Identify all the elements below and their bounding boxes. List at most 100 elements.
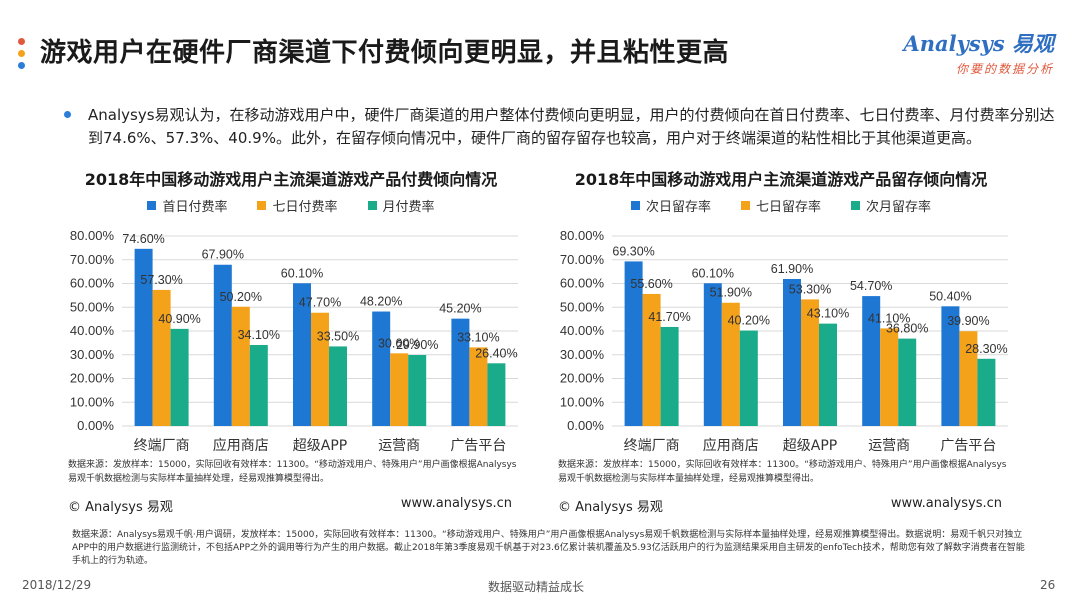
y-tick-label: 0.00% <box>77 418 114 433</box>
website-text: www.analysys.cn <box>400 496 512 511</box>
bar <box>801 299 819 426</box>
data-label: 40.90% <box>158 312 200 326</box>
legend-swatch <box>630 200 640 210</box>
x-category-label: 广告平台 <box>940 438 996 454</box>
retention-bar-chart: 0.00% 10.00% 20.00% 30.00% 40.00% 50.00% 60.00… <box>560 228 1008 454</box>
bar <box>941 306 960 426</box>
data-label: 60.10% <box>281 266 323 280</box>
copyright-text: © Analysys 易观 <box>558 500 663 515</box>
x-category-label: 运营商 <box>378 438 420 454</box>
data-label: 39.90% <box>947 314 989 328</box>
bar <box>469 347 488 426</box>
y-tick-label: 70.00% <box>70 252 115 267</box>
data-label: 55.60% <box>630 277 672 291</box>
legend-label: 七日留存率 <box>755 199 821 215</box>
data-label: 26.40% <box>475 346 517 360</box>
data-label: 45.20% <box>439 302 481 316</box>
data-label: 48.20% <box>360 295 402 309</box>
logo-slogan: 你要的数据分析 <box>955 62 1054 76</box>
chart-title: 2018年中国移动游戏用户主流渠道游戏产品付费倾向情况 <box>84 170 498 189</box>
data-label: 28.30% <box>965 342 1007 356</box>
x-category-label: 应用商店 <box>703 437 759 454</box>
title-dot-blue <box>18 62 25 69</box>
data-label: 50.40% <box>929 289 971 303</box>
legend-item: 月付费率 <box>367 196 435 215</box>
summary-text-block: Analysys易观认为，在移动游戏用户中，硬件厂商渠道的用户整体付费倾向更明显… <box>66 104 1066 150</box>
title-dot-orange <box>18 50 25 57</box>
bar <box>311 312 329 426</box>
x-category-label: 终端厂商 <box>624 438 680 454</box>
data-label: 30.60% <box>378 336 420 350</box>
legend-swatch <box>740 200 750 210</box>
y-tick-label: 10.00% <box>70 394 115 409</box>
data-label: 57.30% <box>140 273 182 287</box>
data-label: 34.10% <box>238 328 280 342</box>
chart-source: 数据来源：发放样本：15000，实际回收有效样本：11300。“移动游戏用户、特… <box>558 460 1007 484</box>
y-tick-label: 10.00% <box>560 394 605 409</box>
chart-legend: 次日留存率 七日留存率 次月留存率 <box>546 196 1016 215</box>
bar <box>408 354 427 426</box>
legend-label: 次日留存率 <box>645 199 711 215</box>
legend-label: 首日付费率 <box>162 199 228 215</box>
legend-label: 七日付费率 <box>272 199 338 215</box>
bar <box>451 318 470 426</box>
x-category-label: 终端厂商 <box>134 438 190 454</box>
data-label: 67.90% <box>202 248 244 262</box>
bar <box>231 306 250 426</box>
bar <box>739 330 758 426</box>
data-label: 47.70% <box>299 296 341 310</box>
chart-panel-payment: 2018年中国移动游戏用户主流渠道游戏产品付费倾向情况 首日付费率 七日付费率 … <box>56 166 526 528</box>
chart-panel-retention: 2018年中国移动游戏用户主流渠道游戏产品留存倾向情况 次日留存率 七日留存率 … <box>546 166 1016 528</box>
bar <box>642 293 661 426</box>
x-category-label: 超级APP <box>783 438 837 454</box>
y-tick-label: 20.00% <box>70 371 115 386</box>
bar <box>959 331 978 426</box>
legend-item: 次月留存率 <box>851 196 932 215</box>
footer-date: 2018/12/29 <box>22 578 92 592</box>
x-category-label: 超级APP <box>293 438 347 454</box>
bar <box>862 296 881 426</box>
title-dot-red <box>18 38 25 45</box>
footnote: 数据来源：Analysys易观千帆·用户调研，发放样本：15000，实际回收有效… <box>72 530 1025 566</box>
x-category-label: 广告平台 <box>450 438 506 454</box>
data-label: 36.80% <box>886 322 928 336</box>
copyright-text: © Analysys 易观 <box>68 500 173 515</box>
summary-text: Analysys易观认为，在移动游戏用户中，硬件厂商渠道的用户整体付费倾向更明显… <box>88 106 1055 147</box>
bar <box>213 264 232 426</box>
chart-footer: © Analysys 易观 www.analysys.cn <box>558 496 1002 515</box>
legend-swatch <box>851 200 860 210</box>
bar <box>390 353 409 426</box>
website-text: www.analysys.cn <box>890 496 1002 511</box>
y-tick-label: 30.00% <box>70 347 115 362</box>
data-label: 69.30% <box>612 244 654 258</box>
chart-footer: © Analysys 易观 www.analysys.cn <box>68 496 512 515</box>
legend-label: 次月留存率 <box>866 199 932 215</box>
bar <box>660 326 679 426</box>
data-label: 43.10% <box>807 307 849 321</box>
data-label: 41.10% <box>868 311 910 325</box>
analysys-logo: Analysys 易观 你要的数据分析 <box>903 28 1054 77</box>
y-tick-label: 40.00% <box>70 323 115 338</box>
bar <box>898 338 917 426</box>
y-tick-label: 70.00% <box>560 252 605 267</box>
chart-legend: 首日付费率 七日付费率 月付费率 <box>56 196 526 215</box>
page-title: 游戏用户在硬件厂商渠道下付费倾向更明显，并且粘性更高 <box>40 38 730 68</box>
data-label: 54.70% <box>850 279 892 293</box>
bar <box>624 261 643 426</box>
bar <box>249 345 268 426</box>
bar <box>880 328 899 426</box>
x-category-label: 运营商 <box>868 438 910 454</box>
data-label: 61.90% <box>771 262 813 276</box>
legend-item: 七日付费率 <box>257 196 338 215</box>
data-label: 33.50% <box>317 329 359 343</box>
title-dots <box>18 38 28 74</box>
bar <box>819 323 837 426</box>
y-tick-label: 40.00% <box>560 323 605 338</box>
data-label: 29.90% <box>396 338 438 352</box>
bar <box>977 358 996 426</box>
legend-swatch <box>367 200 377 210</box>
x-category-label: 应用商店 <box>213 437 269 454</box>
chart-source: 数据来源：发放样本：15000，实际回收有效样本：11300。“移动游戏用户、特… <box>68 460 517 484</box>
bar <box>703 283 722 426</box>
bar <box>134 248 153 426</box>
